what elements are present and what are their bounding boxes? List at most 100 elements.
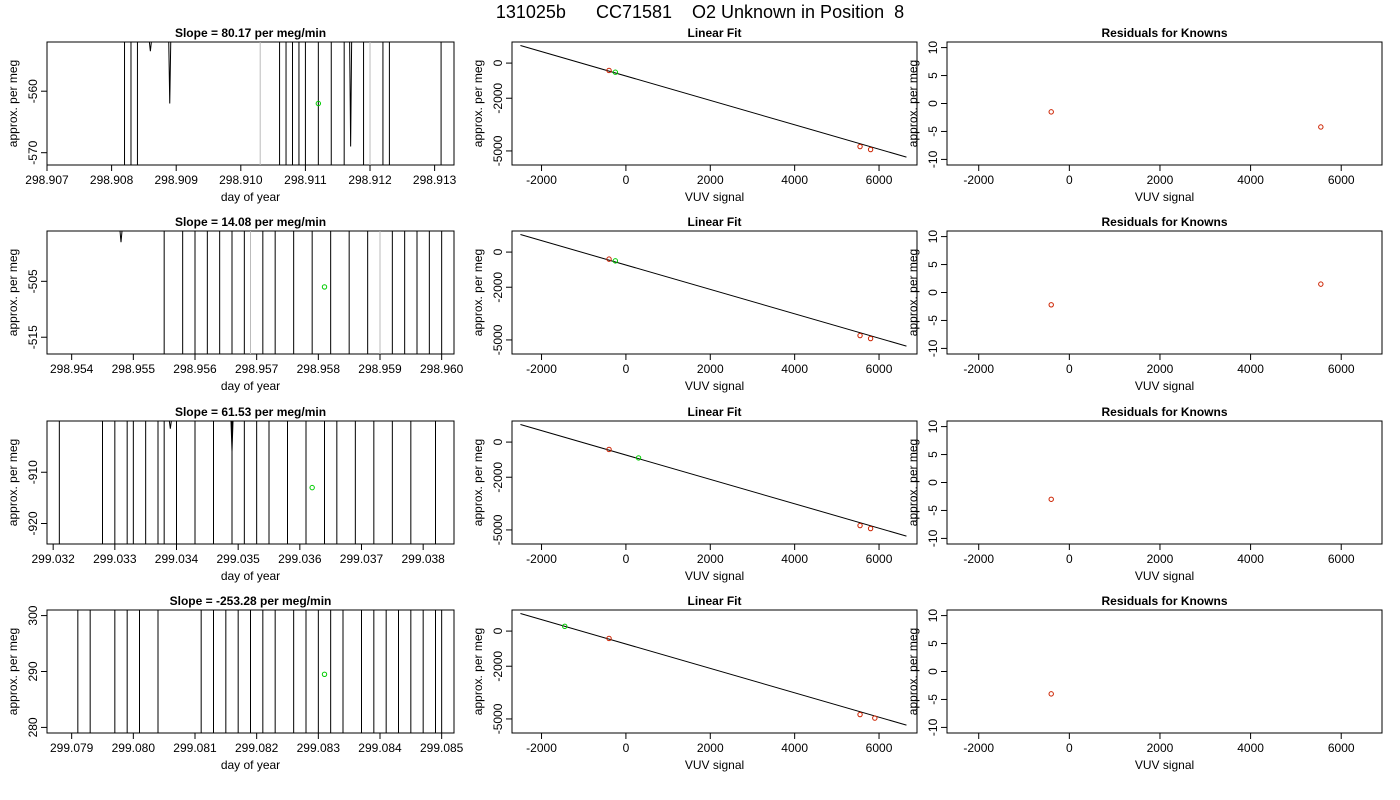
x-axis-label: day of year xyxy=(221,190,280,204)
y-tick-label: 0 xyxy=(491,438,505,445)
panel-title: Linear Fit xyxy=(687,594,741,608)
y-tick-label: 280 xyxy=(26,717,40,737)
known-standard-point xyxy=(867,146,874,153)
x-tick-label: 299.080 xyxy=(112,741,156,755)
panel-title: Residuals for Knowns xyxy=(1101,215,1227,229)
y-tick-label: 0 xyxy=(926,668,940,675)
y-tick-label: 0 xyxy=(491,627,505,634)
residual-point xyxy=(1048,302,1054,308)
x-tick-label: 2000 xyxy=(697,173,724,187)
x-tick-label: 299.036 xyxy=(278,552,322,566)
x-tick-label: 6000 xyxy=(1328,741,1355,755)
x-tick-label: 2000 xyxy=(1147,741,1174,755)
x-tick-label: -2000 xyxy=(526,552,557,566)
trace-dip xyxy=(230,420,234,452)
residual-point xyxy=(1048,496,1054,502)
y-tick-label: -10 xyxy=(926,718,940,736)
y-tick-label: -2000 xyxy=(491,83,505,114)
unknown-sample-point xyxy=(612,258,619,264)
fit-line xyxy=(520,234,907,347)
y-axis-label: approx. per meg xyxy=(906,439,920,526)
trace-dip xyxy=(168,41,172,104)
plot-frame xyxy=(946,420,1383,545)
x-tick-label: 6000 xyxy=(1328,552,1355,566)
x-tick-label: 298.912 xyxy=(348,173,392,187)
panel-linear_fit-row-4: Linear Fit -2000 0 2000 4000 6000 0 -2000 -5000 V… xyxy=(471,594,918,772)
figure-title: 131025b CC71581 O2 Unknown in Position 8 xyxy=(495,2,905,22)
known-standard-point xyxy=(857,332,863,339)
x-tick-label: 2000 xyxy=(1147,552,1174,566)
x-tick-label: 6000 xyxy=(866,741,893,755)
plot-frame xyxy=(511,609,918,734)
x-tick-label: 2000 xyxy=(1147,362,1174,376)
x-tick-label: 298.911 xyxy=(284,173,327,187)
y-axis-label: approx. per meg xyxy=(6,439,20,526)
x-tick-label: 4000 xyxy=(1237,173,1264,187)
x-tick-label: 299.081 xyxy=(173,741,217,755)
panel-timeseries-row-2: Slope = 14.08 per meg/min 298.954 298.955 2… xyxy=(6,215,464,393)
known-standard-point xyxy=(606,635,612,642)
fit-line xyxy=(520,613,907,726)
y-axis-label: approx. per meg xyxy=(906,628,920,715)
panel-timeseries-row-3: Slope = 61.53 per meg/min 299.032 299.033 2… xyxy=(6,405,455,583)
panel-residuals-row-2: Residuals for Knowns -2000 0 2000 4000 6000 10… xyxy=(906,215,1383,393)
x-tick-label: 299.033 xyxy=(93,552,137,566)
x-tick-label: 299.083 xyxy=(297,741,341,755)
x-tick-label: 2000 xyxy=(697,362,724,376)
panel-title: Residuals for Knowns xyxy=(1101,405,1227,419)
x-tick-label: -2000 xyxy=(526,173,557,187)
panel-title: Slope = 80.17 per meg/min xyxy=(175,26,326,40)
y-tick-label: 10 xyxy=(926,609,940,623)
residual-point xyxy=(1318,281,1324,287)
x-tick-label: 298.907 xyxy=(25,173,69,187)
known-standard-point xyxy=(606,67,612,74)
panel-title: Residuals for Knowns xyxy=(1101,594,1227,608)
panel-title: Slope = 61.53 per meg/min xyxy=(175,405,326,419)
plot-frame xyxy=(46,420,455,545)
x-tick-label: 6000 xyxy=(866,362,893,376)
known-standard-point xyxy=(872,715,878,721)
x-tick-label: -2000 xyxy=(526,362,557,376)
x-tick-label: 298.959 xyxy=(358,362,402,376)
fit-line xyxy=(520,45,907,158)
y-tick-label: -5000 xyxy=(491,514,505,545)
x-tick-label: -2000 xyxy=(963,741,994,755)
x-tick-label: 298.960 xyxy=(420,362,464,376)
y-tick-label: -560 xyxy=(26,79,40,103)
y-axis-label: approx. per meg xyxy=(471,628,485,715)
trace-dip xyxy=(148,41,152,52)
known-standard-point xyxy=(867,525,874,532)
x-tick-label: 6000 xyxy=(1328,173,1355,187)
y-tick-label: -515 xyxy=(26,325,40,349)
x-axis-label: day of year xyxy=(221,758,280,772)
panel-residuals-row-1: Residuals for Knowns -2000 0 2000 4000 6000 10… xyxy=(906,26,1383,204)
x-tick-label: 4000 xyxy=(1237,741,1264,755)
unknown-sample-point xyxy=(321,671,328,677)
y-tick-label: -910 xyxy=(26,460,40,484)
known-standard-point xyxy=(606,446,612,453)
panel-title: Linear Fit xyxy=(687,215,741,229)
x-tick-label: 299.037 xyxy=(340,552,384,566)
panel-title: Slope = 14.08 per meg/min xyxy=(175,215,326,229)
y-tick-label: 5 xyxy=(926,451,940,458)
x-tick-label: 298.910 xyxy=(219,173,263,187)
x-axis-label: VUV signal xyxy=(1135,569,1194,583)
panel-linear_fit-row-3: Linear Fit -2000 0 2000 4000 6000 0 -2000 -5000 V… xyxy=(471,405,918,583)
plot-frame xyxy=(946,230,1383,355)
y-tick-label: -10 xyxy=(926,529,940,547)
y-axis-label: approx. per meg xyxy=(471,60,485,147)
x-tick-label: 4000 xyxy=(1237,552,1264,566)
x-tick-label: 2000 xyxy=(1147,173,1174,187)
x-tick-label: 6000 xyxy=(866,552,893,566)
x-tick-label: 298.956 xyxy=(173,362,217,376)
x-tick-label: 299.034 xyxy=(155,552,199,566)
trace-dip xyxy=(119,230,123,243)
y-tick-label: -10 xyxy=(926,150,940,168)
y-axis-label: approx. per meg xyxy=(471,249,485,336)
y-tick-label: -5 xyxy=(926,126,940,137)
y-tick-label: -2000 xyxy=(491,462,505,493)
y-tick-label: 5 xyxy=(926,72,940,79)
unknown-sample-point xyxy=(635,455,642,461)
y-tick-label: -2000 xyxy=(491,651,505,682)
